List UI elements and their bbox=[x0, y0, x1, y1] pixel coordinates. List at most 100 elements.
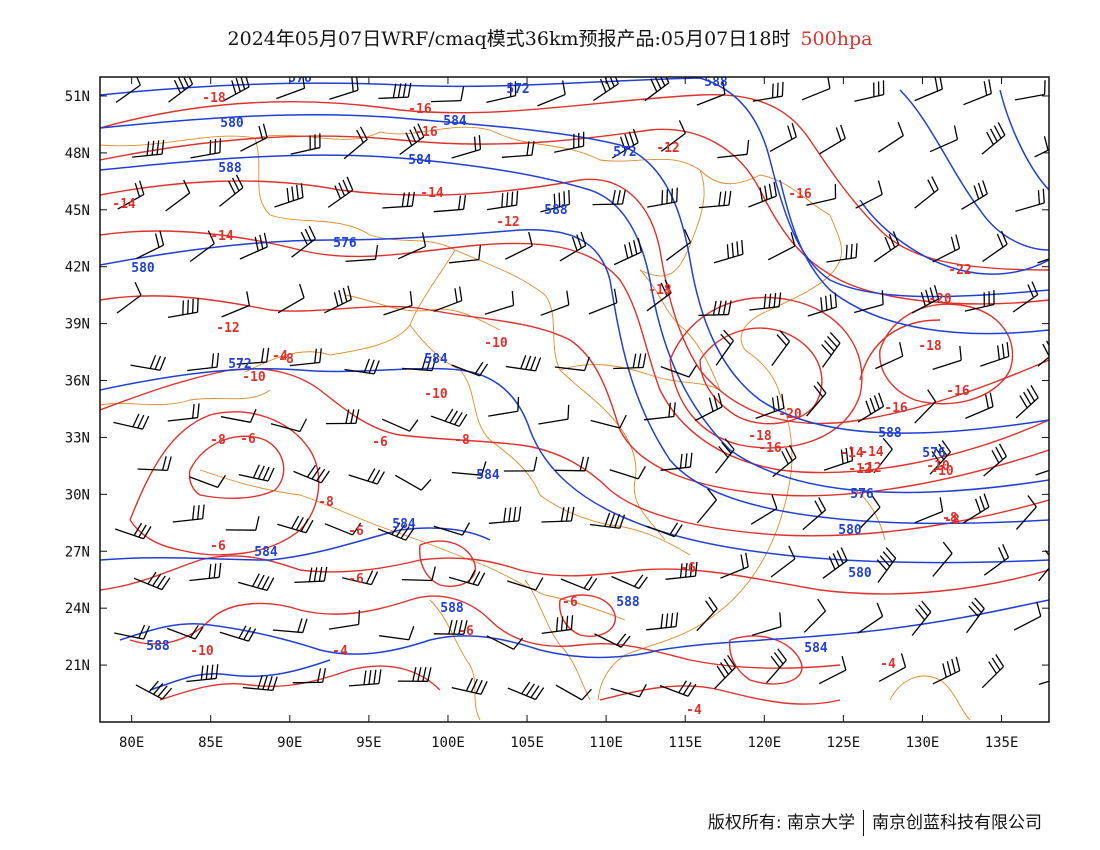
wind-barb bbox=[611, 128, 639, 159]
height-isoline bbox=[779, 179, 1049, 335]
wind-barb bbox=[1037, 252, 1049, 264]
height-label: 580 bbox=[848, 566, 872, 581]
temperature-label: -6 bbox=[680, 561, 696, 576]
wind-barb bbox=[559, 231, 587, 262]
wind-barb bbox=[873, 231, 900, 263]
border-line bbox=[604, 409, 666, 541]
wind-barb bbox=[963, 493, 990, 524]
wind-barb bbox=[486, 190, 519, 211]
wind-barb bbox=[914, 389, 937, 424]
lat-tick-label: 42N bbox=[65, 260, 90, 276]
temperature-label: -14 bbox=[860, 445, 884, 460]
wind-barb bbox=[713, 239, 744, 264]
wind-barb bbox=[1015, 385, 1039, 419]
wind-barb bbox=[505, 355, 542, 372]
wind-barb bbox=[277, 515, 314, 534]
temperature-label: -12 bbox=[656, 141, 679, 156]
wind-barb bbox=[717, 139, 750, 159]
temperature-label: -16 bbox=[946, 384, 970, 399]
temperature-label: -14 bbox=[420, 186, 444, 201]
border-line bbox=[489, 129, 831, 216]
wind-barb bbox=[665, 561, 698, 580]
height-label: 588 bbox=[878, 426, 902, 441]
wind-barb bbox=[555, 456, 590, 472]
height-isoline bbox=[100, 527, 491, 561]
temperature-label: -6 bbox=[348, 572, 364, 587]
wind-barb bbox=[277, 283, 305, 314]
border-line bbox=[299, 494, 471, 561]
wind-barb bbox=[771, 330, 791, 366]
wind-barb bbox=[748, 181, 777, 208]
wind-barb bbox=[186, 664, 219, 683]
wind-barb bbox=[433, 286, 463, 312]
lat-tick-label: 24N bbox=[65, 601, 90, 617]
temperature-label: -18 bbox=[748, 429, 772, 444]
contour-labels: 572 576 580 584 588 576 580 584 584 584 584 588 588 5… bbox=[112, 71, 971, 718]
wind-barb bbox=[1013, 602, 1042, 631]
wind-barb bbox=[394, 474, 432, 491]
copyright-footer: 版权所有: 南京大学 南京创蓝科技有限公司 bbox=[708, 808, 1042, 836]
height-label: 576 bbox=[288, 71, 312, 86]
lon-tick-label: 115E bbox=[668, 735, 702, 751]
lat-tick-label: 30N bbox=[65, 487, 90, 503]
wind-barb bbox=[451, 361, 489, 377]
lon-tick-label: 95E bbox=[356, 735, 381, 751]
temperature-isoline bbox=[129, 595, 841, 669]
wind-barb bbox=[115, 77, 141, 104]
wind-barb bbox=[272, 618, 308, 634]
temperature-label: -12 bbox=[848, 462, 871, 477]
wind-barb bbox=[966, 597, 985, 634]
wind-barb bbox=[932, 345, 962, 371]
wind-barb bbox=[961, 180, 988, 210]
wind-barb bbox=[644, 77, 670, 102]
lon-tick-label: 130E bbox=[906, 735, 940, 751]
wind-barb bbox=[167, 297, 199, 319]
temperature-isoline bbox=[100, 178, 1049, 425]
wind-barb bbox=[113, 413, 150, 430]
wind-barb bbox=[660, 120, 686, 152]
temperature-isoline bbox=[100, 230, 1049, 474]
wind-barb bbox=[560, 576, 598, 591]
lon-tick-label: 120E bbox=[747, 735, 781, 751]
wind-barb bbox=[507, 681, 545, 701]
wind-barb bbox=[290, 133, 321, 155]
wind-barb bbox=[696, 488, 717, 524]
temperature-label: -4 bbox=[272, 349, 288, 364]
wind-barb bbox=[878, 653, 907, 682]
wind-barb bbox=[611, 574, 648, 590]
temperature-label: -8 bbox=[942, 511, 958, 526]
wind-barb bbox=[752, 81, 784, 102]
wind-barb bbox=[914, 77, 943, 102]
wind-barb bbox=[980, 342, 1010, 367]
wind-barb bbox=[822, 547, 848, 579]
wind-barb bbox=[399, 123, 425, 156]
lat-tick-label: 51N bbox=[65, 89, 90, 105]
wind-barb bbox=[325, 409, 360, 425]
wind-barb bbox=[981, 122, 1006, 155]
temperature-isoline bbox=[558, 594, 616, 637]
wind-barb bbox=[344, 358, 380, 375]
wind-barb bbox=[929, 125, 959, 153]
wind-barb bbox=[854, 290, 884, 314]
temperature-label: -16 bbox=[414, 125, 438, 140]
wind-barb bbox=[715, 438, 735, 474]
wind-barb bbox=[755, 394, 785, 420]
wind-barb bbox=[767, 232, 796, 261]
wind-barb bbox=[720, 552, 749, 579]
wind-barb bbox=[801, 77, 831, 101]
height-isoline bbox=[859, 199, 1049, 275]
lon-tick-label: 100E bbox=[431, 735, 465, 751]
lon-tick-label: 110E bbox=[589, 735, 623, 751]
wind-barb bbox=[855, 180, 883, 209]
height-label: 576 bbox=[922, 446, 946, 461]
wind-barb bbox=[327, 176, 354, 208]
temperature-label: -10 bbox=[242, 370, 266, 385]
temperature-isoline bbox=[100, 295, 1049, 497]
wind-barb bbox=[819, 124, 846, 155]
wind-barb bbox=[660, 452, 693, 471]
wind-barb bbox=[219, 174, 244, 207]
wind-barb bbox=[167, 403, 200, 422]
wind-barb bbox=[137, 456, 172, 472]
footer-divider bbox=[863, 810, 864, 836]
temperature-label: -8 bbox=[454, 433, 470, 448]
